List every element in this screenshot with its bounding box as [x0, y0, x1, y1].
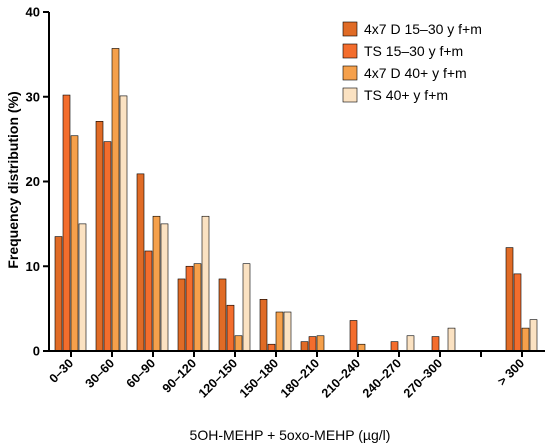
bar-s1-c1: [54, 236, 63, 352]
bar-s3-c1: [70, 135, 79, 352]
bar-s3-c12: [521, 327, 530, 352]
bar-s2-c4: [185, 265, 194, 352]
legend-swatch-3: [342, 65, 358, 81]
bar-s2-c6: [267, 343, 276, 352]
y-axis-title: Frequency distribution (%): [5, 91, 21, 268]
legend-swatch-1: [342, 21, 358, 37]
x-tick-label: 210–240: [319, 356, 363, 400]
legend-swatch-2: [342, 43, 358, 59]
bar-s1-c7: [300, 341, 309, 352]
bar-s4-c6: [283, 311, 292, 352]
y-tick-label: 30: [26, 89, 40, 104]
y-tick-label: 10: [26, 259, 40, 274]
x-axis-title: 5OH-MEHP + 5oxo-MEHP (µg/l): [190, 427, 391, 443]
bar-s4-c9: [406, 335, 415, 352]
bar-s2-c9: [390, 341, 399, 352]
x-tick-label: 150–180: [237, 356, 281, 400]
bar-s1-c4: [177, 278, 186, 352]
y-tick-label: 0: [33, 344, 40, 359]
legend: 4x7 D 15–30 y f+m TS 15–30 y f+m 4x7 D 40+…: [342, 21, 482, 103]
bar-s2-c10: [431, 336, 440, 352]
x-tick-label: 240–270: [360, 356, 404, 400]
bar-s3-c4: [193, 263, 202, 352]
x-tick-label: 90–120: [160, 356, 199, 395]
bar-s3-c7: [316, 335, 325, 352]
bar-s4-c4: [201, 215, 210, 352]
y-tick-label: 40: [26, 5, 40, 20]
x-tick-label: 30–60: [83, 356, 118, 391]
bar-s3-c8: [357, 343, 366, 352]
bar-s2-c2: [103, 141, 112, 352]
bar-s1-c2: [95, 121, 104, 352]
x-tick-label: 0–30: [47, 356, 77, 386]
bar-s4-c3: [160, 223, 169, 352]
y-ticks-layer: 0 10 20 30 40: [26, 5, 49, 359]
legend-label-3: 4x7 D 40+ y f+m: [364, 65, 467, 81]
bar-s1-c6: [259, 299, 268, 352]
bar-s2-c1: [62, 94, 71, 352]
x-ticks-layer: 0–30 30–60 60–90 90–120120–150150–180180–21…: [47, 351, 527, 401]
bar-s2-c5: [226, 304, 235, 352]
x-tick-label: 270–300: [401, 356, 445, 400]
y-tick-label: 20: [26, 174, 40, 189]
legend-label-4: TS 40+ y f+m: [364, 87, 448, 103]
bar-s1-c3: [136, 173, 145, 352]
bar-s4-c2: [119, 95, 128, 352]
bar-s4-c5: [242, 263, 251, 352]
x-tick-label: 120–150: [196, 356, 240, 400]
legend-label-1: 4x7 D 15–30 y f+m: [364, 21, 482, 37]
x-tick-label: 60–90: [124, 356, 159, 391]
legend-swatch-4: [342, 87, 358, 103]
bar-s2-c12: [513, 273, 522, 352]
bar-s2-c8: [349, 320, 358, 352]
bar-s3-c3: [152, 215, 161, 352]
legend-label-2: TS 15–30 y f+m: [364, 43, 463, 59]
bars-layer: [54, 48, 538, 352]
bar-s3-c5: [234, 335, 243, 352]
x-tick-label: 180–210: [278, 356, 322, 400]
x-tick-label: > 300: [495, 356, 527, 388]
bar-s1-c5: [218, 278, 227, 352]
bar-s1-c12: [505, 247, 514, 352]
bar-s2-c7: [308, 336, 317, 352]
bar-s4-c1: [78, 223, 87, 352]
bar-s4-c10: [447, 327, 456, 352]
bar-s4-c12: [529, 319, 538, 352]
bar-s3-c2: [111, 48, 120, 352]
bar-s3-c6: [275, 311, 284, 352]
bar-s2-c3: [144, 250, 153, 352]
